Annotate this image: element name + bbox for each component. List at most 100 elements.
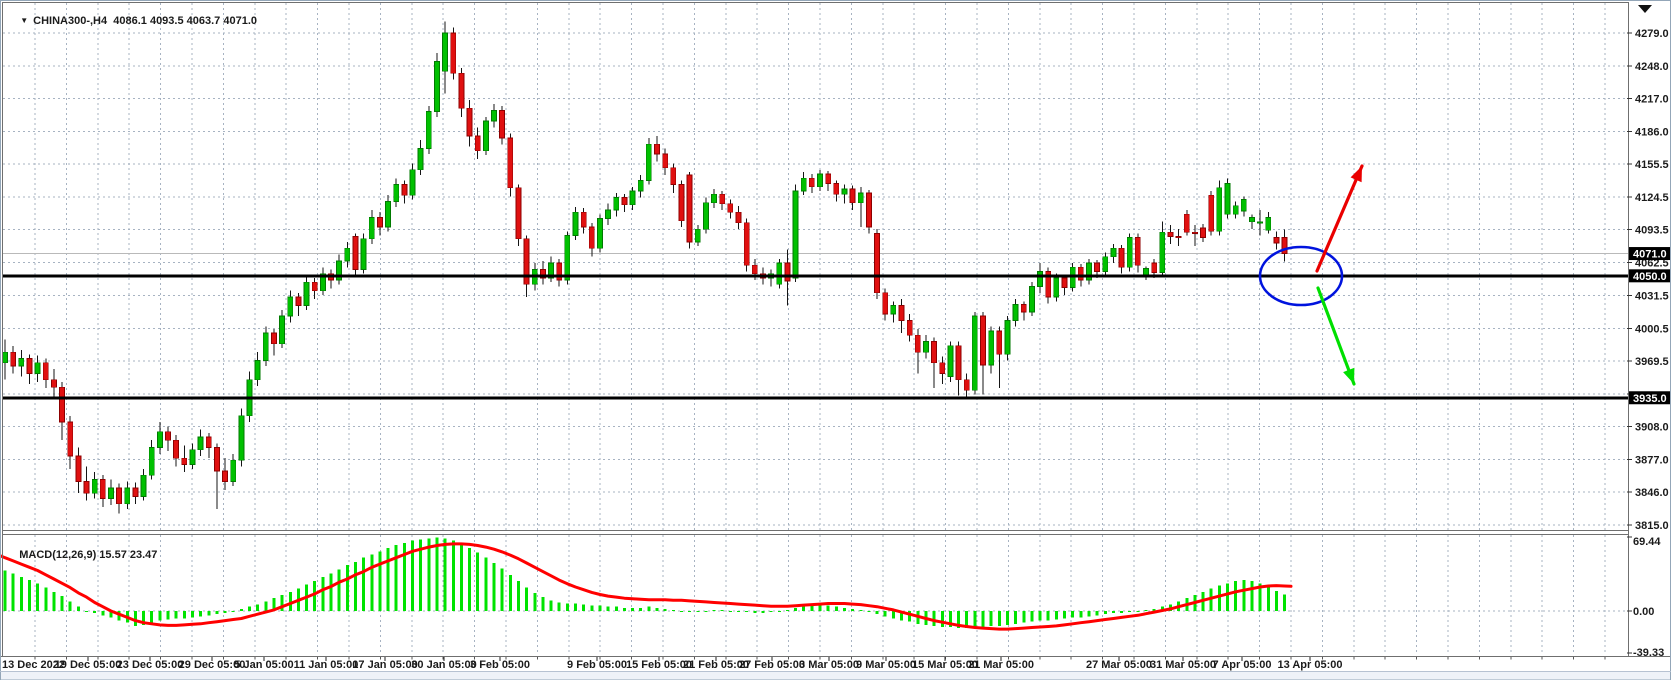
bear-candle	[1192, 231, 1198, 234]
resistance-price-label-box	[1629, 269, 1670, 283]
price-tick-label: 4031.5	[1635, 290, 1669, 302]
time-tick-label: 7 Apr 05:00	[1213, 659, 1272, 671]
candlesticks	[2, 21, 1288, 514]
current-price-label: 4071.0	[1633, 249, 1667, 261]
bull-candle	[108, 487, 114, 499]
bear-candle	[507, 137, 514, 189]
macd-tick-label: 0.00	[1633, 606, 1654, 618]
bear-candle	[1077, 266, 1084, 281]
price-tick-label: 3908.0	[1635, 421, 1669, 433]
bear-candle	[59, 386, 65, 423]
bear-candle	[963, 379, 970, 391]
bull-candle	[1232, 205, 1239, 215]
time-tick-label: 5 Jan 05:00	[234, 659, 293, 671]
bull-candle	[409, 169, 416, 196]
bear-candle	[825, 173, 832, 184]
bull-candle	[817, 173, 823, 188]
time-tick-label: 13 Dec 2022	[2, 659, 65, 671]
highlight-ellipse-annotation[interactable]	[1258, 245, 1344, 307]
bearish-arrow-annotation-head	[1343, 367, 1355, 384]
bull-candle	[857, 192, 864, 204]
bear-candle	[580, 211, 587, 228]
bullish-arrow-annotation[interactable]	[1315, 164, 1364, 273]
bear-candle	[75, 455, 82, 482]
bull-candle	[1110, 247, 1117, 258]
bull-candle	[303, 281, 310, 306]
bull-candle	[1143, 267, 1149, 276]
price-tick-label: 3877.0	[1635, 454, 1669, 466]
bear-candle	[271, 332, 277, 345]
bull-candle	[417, 148, 424, 171]
bull-candle	[262, 332, 269, 362]
price-tick-label: 4248.0	[1635, 61, 1669, 73]
symbol-dropdown-icon[interactable]: ▼	[20, 16, 29, 25]
macd-tick-label: 69.44	[1633, 536, 1661, 548]
bear-candle	[1118, 247, 1125, 268]
bear-candle	[662, 153, 669, 169]
bull-candle	[776, 262, 783, 285]
bear-candle	[466, 107, 473, 137]
bull-candle	[124, 487, 131, 505]
bull-candle	[947, 345, 954, 377]
bear-candle	[686, 174, 693, 243]
bear-candle	[165, 431, 171, 441]
bull-candle	[425, 111, 432, 149]
price-tick-label: 4279.0	[1635, 28, 1669, 40]
time-tick-label: 21 Feb 05:00	[683, 659, 749, 671]
bear-candle	[67, 421, 74, 457]
bull-candle	[597, 218, 603, 249]
time-tick-label: 17 Jan 05:00	[352, 659, 417, 671]
macd-axis[interactable]: 69.44 0.00 -39.33	[1627, 536, 1664, 659]
bull-candle	[287, 296, 294, 317]
bear-candle	[450, 32, 457, 74]
panel-borders	[0, 2, 1671, 657]
bear-candle	[376, 217, 383, 228]
bull-candle	[1012, 304, 1019, 321]
bull-candle	[1265, 217, 1272, 231]
bull-candle	[360, 238, 367, 270]
bear-candle	[295, 296, 302, 306]
bear-candle	[882, 292, 889, 315]
bull-candle	[572, 211, 579, 236]
macd-panel	[0, 537, 1293, 631]
bear-candle	[1175, 236, 1182, 239]
bear-candle	[727, 203, 734, 213]
price-tick-label: 4062.5	[1635, 258, 1669, 270]
bull-candle	[148, 447, 155, 476]
time-tick-label: 3 Mar 05:00	[799, 659, 859, 671]
bear-candle	[311, 281, 318, 292]
chart-shift-marker-icon[interactable]	[1638, 5, 1652, 13]
bull-candle	[711, 193, 717, 204]
bull-candle	[482, 120, 489, 152]
bear-candle	[833, 183, 840, 195]
price-tick-label: 3815.0	[1635, 520, 1669, 532]
time-tick-label: 9 Mar 05:00	[856, 659, 916, 671]
bull-candle	[385, 201, 391, 228]
bear-candle	[898, 305, 905, 321]
bull-candle	[336, 260, 343, 281]
bear-candle	[849, 188, 856, 204]
bear-candle	[132, 487, 139, 497]
bear-candle	[743, 222, 750, 266]
bull-candle	[319, 273, 326, 292]
bear-candle	[719, 193, 726, 205]
bear-candle	[735, 211, 742, 224]
status-strip	[1, 672, 1670, 680]
bear-candle	[515, 187, 522, 240]
bear-candle	[678, 184, 685, 222]
bear-candle	[670, 167, 677, 186]
price-axis[interactable]: 4279.0 4248.0 4217.0 4186.0 4155.5 4124.5 4093…	[1627, 28, 1670, 532]
time-tick-label: 31 Mar 05:00	[1150, 659, 1216, 671]
bull-candle	[1126, 237, 1133, 268]
bull-candle	[629, 190, 636, 206]
support-price-label: 3935.0	[1633, 393, 1667, 405]
bull-candle	[1249, 217, 1255, 223]
bearish-arrow-annotation[interactable]	[1316, 286, 1356, 386]
bear-candle	[83, 481, 90, 494]
bear-candle	[874, 233, 880, 294]
bull-candle	[254, 360, 261, 381]
bear-candle	[931, 341, 937, 364]
